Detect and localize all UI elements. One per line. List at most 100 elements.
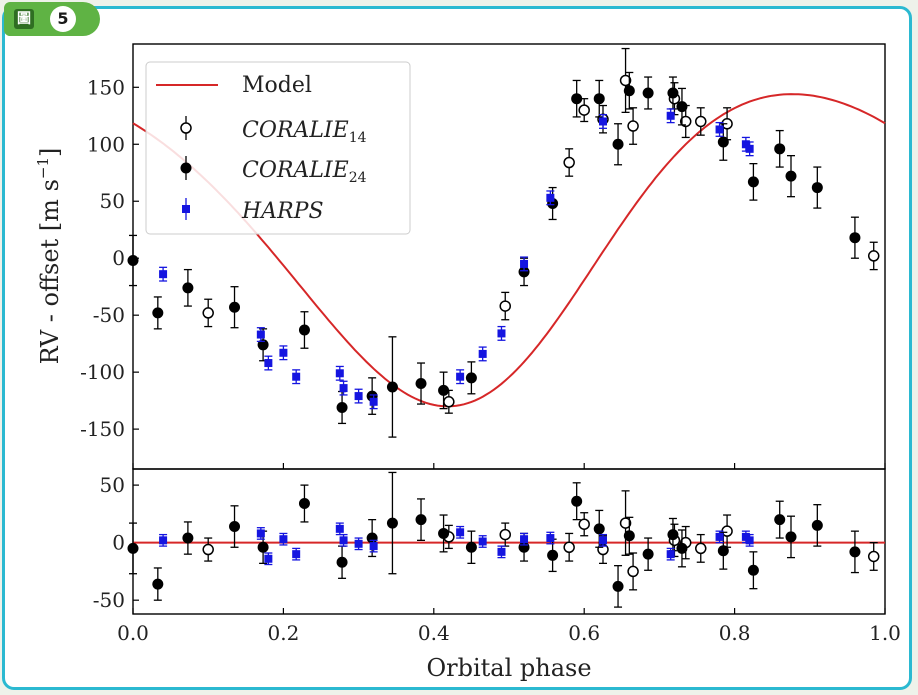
harps-rv-point	[256, 330, 265, 339]
coralie24-residual-point	[717, 545, 729, 557]
coralie24-residual-point	[593, 523, 605, 535]
harps-residual-point	[745, 536, 754, 545]
coralie24-residual-point	[298, 498, 310, 510]
coralie24-residual-point	[229, 521, 241, 533]
coralie24-rv-point	[623, 85, 635, 97]
harps-residual-point	[339, 536, 348, 545]
coralie24-residual-point	[571, 495, 583, 507]
coralie24-rv-point	[849, 232, 861, 244]
coralie14-residual-point	[619, 517, 632, 529]
coralie24-residual-point	[257, 541, 269, 553]
legend-coralie24-sub: 24	[349, 170, 367, 186]
coralie14-residual-point	[867, 550, 880, 563]
x-tick-label-0: 0.0	[117, 621, 149, 645]
x-tick-label-2: 0.4	[418, 621, 450, 645]
coralie24-rv-point	[257, 339, 269, 351]
figure-label: 圖	[14, 9, 34, 29]
coralie24-rv-point	[667, 87, 679, 99]
x-tick-label-4: 0.8	[719, 621, 751, 645]
harps-residual-point	[279, 535, 288, 544]
harps-residual-point	[478, 537, 487, 546]
coralie24-rv-point	[747, 176, 759, 188]
coralie14-residual-point	[202, 543, 214, 556]
coralie24-rv-point	[152, 307, 164, 319]
harps-residual-point	[159, 536, 168, 545]
y-tick-label-bottom-2: -50	[93, 588, 125, 612]
coralie24-residual-point	[811, 519, 823, 531]
coralie24-residual-point	[642, 548, 654, 560]
coralie24-residual-point	[415, 514, 427, 526]
bottom-panel-frame	[132, 468, 886, 615]
harps-residual-point	[292, 550, 301, 559]
x-axis-label: Orbital phase	[426, 654, 591, 682]
coralie14-rv-point	[578, 104, 590, 116]
coralie24-rv-point	[465, 372, 477, 384]
coralie24-residual-point	[547, 549, 559, 561]
coralie24-rv-point	[612, 138, 624, 150]
coralie24-rv-point	[811, 182, 823, 194]
y-tick-label-top-2: 50	[100, 189, 125, 213]
harps-rv-point	[369, 397, 378, 406]
coralie24-residual-point	[438, 527, 450, 539]
figure-badge: 圖 5	[4, 2, 100, 36]
x-tick-label-5: 1.0	[869, 621, 901, 645]
coralie14-rv-point	[627, 120, 639, 132]
harps-rv-point	[741, 140, 750, 149]
coralie24-rv-point	[127, 254, 139, 266]
coralie24-residual-point	[676, 542, 688, 554]
legend-coralie24-marker	[180, 162, 192, 174]
harps-residual-point	[354, 539, 363, 548]
coralie24-rv-point	[229, 301, 241, 313]
y-tick-label-top-6: -150	[80, 417, 125, 441]
coralie24-residual-point	[849, 546, 861, 558]
coralie14-rv-point	[619, 74, 632, 87]
coralie24-rv-point	[438, 384, 450, 396]
coralie14-rv-point	[867, 250, 880, 262]
legend-coralie24-label: CORALIE24	[242, 158, 367, 186]
harps-rv-point	[599, 117, 607, 126]
y-axis-label-close: ]	[36, 148, 64, 157]
coralie24-rv-point	[774, 143, 786, 155]
y-axis-label-sup: −1	[34, 157, 52, 179]
coralie24-residual-point	[785, 531, 797, 543]
legend-box	[145, 61, 411, 235]
harps-residual-point	[666, 550, 675, 559]
harps-rv-point	[456, 372, 465, 381]
coralie24-rv-point	[593, 93, 605, 105]
harps-residual-point	[256, 529, 265, 538]
coralie14-rv-point	[499, 300, 511, 312]
coralie24-rv-point	[571, 93, 583, 105]
coralie14-residual-point	[695, 542, 707, 555]
y-tick-label-bottom-1: 0	[112, 531, 125, 555]
coralie24-residual-point	[747, 564, 759, 576]
x-tick-label-1: 0.2	[267, 621, 299, 645]
coralie14-residual-point	[563, 541, 575, 554]
legend-model-label: Model	[242, 73, 312, 98]
harps-residual-point	[546, 534, 555, 543]
harps-residual-point	[369, 542, 378, 551]
harps-rv-point	[497, 329, 506, 338]
harps-residual-point	[456, 528, 465, 537]
coralie24-residual-point	[623, 530, 635, 542]
harps-rv-point	[292, 372, 301, 381]
harps-rv-point	[339, 384, 348, 393]
coralie24-rv-point	[182, 282, 194, 294]
coralie24-rv-point	[642, 87, 654, 99]
harps-rv-point	[335, 369, 344, 378]
coralie14-rv-point	[679, 115, 692, 128]
harps-residual-point	[715, 532, 724, 541]
y-tick-label-top-4: -50	[93, 303, 125, 327]
x-tick-label-3: 0.6	[568, 621, 600, 645]
coralie24-rv-point	[676, 101, 688, 113]
coralie24-residual-point	[152, 578, 164, 590]
coralie24-residual-point	[465, 541, 477, 553]
coralie14-residual-point	[578, 518, 590, 530]
harps-residual-point	[520, 535, 529, 544]
coralie24-residual-point	[182, 532, 194, 544]
model-curve	[132, 93, 886, 408]
coralie24-rv-point	[717, 136, 729, 148]
coralie24-residual-point	[127, 542, 139, 554]
coralie24-rv-point	[336, 401, 348, 413]
coralie14-rv-point	[563, 156, 575, 169]
